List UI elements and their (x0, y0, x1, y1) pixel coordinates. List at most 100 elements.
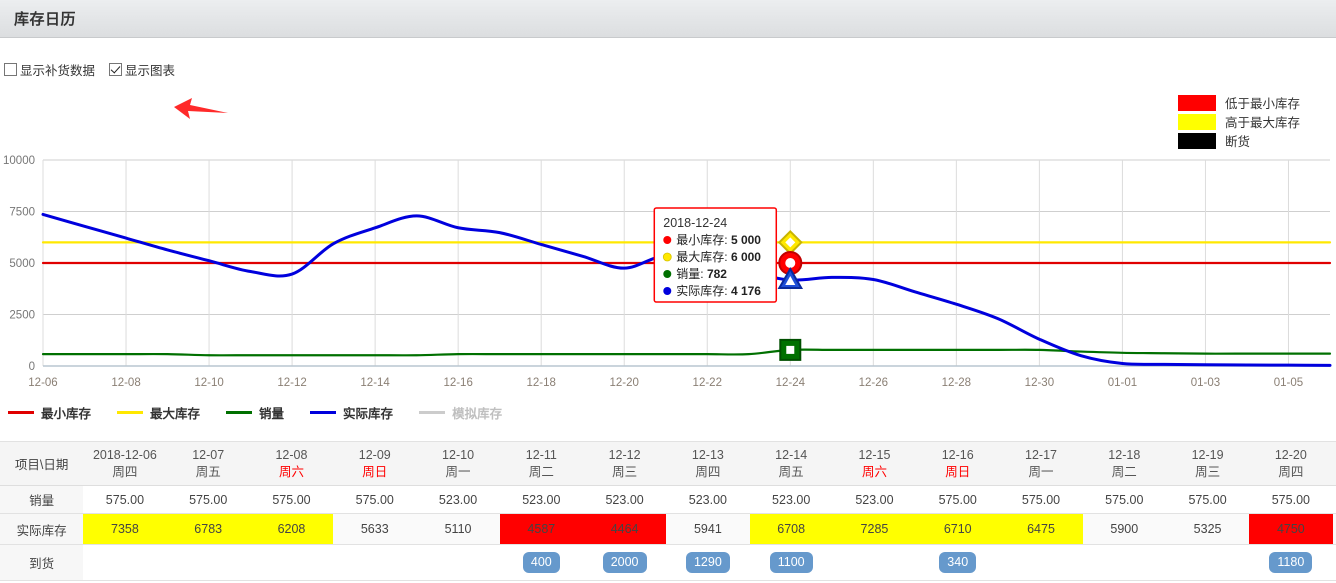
table-column-header[interactable]: 12-12 周三 (582, 441, 667, 486)
arrival-badge[interactable]: 1100 (769, 552, 813, 573)
table-column-header[interactable]: 2018-12-06 周四 (83, 441, 167, 486)
table-cell-arrival[interactable]: 1290 (666, 544, 750, 581)
table-cell-actual-stock[interactable]: 6783 (166, 513, 250, 545)
x-axis-tick-label: 12-18 (526, 377, 555, 389)
table-column-header[interactable]: 12-14 周五 (749, 441, 833, 486)
table-column-header[interactable]: 12-17 周一 (999, 441, 1083, 486)
tooltip-row-最大库存: 最大库存: 6 000 (676, 249, 761, 264)
table-cell-arrival[interactable] (416, 544, 500, 581)
column-header-date: 12-13 (691, 447, 724, 462)
table-column-header[interactable]: 12-13 周四 (666, 441, 750, 486)
table-cell-sales[interactable]: 523.00 (499, 485, 583, 514)
table-cell-sales[interactable]: 575.00 (1165, 485, 1250, 514)
table-cell-arrival[interactable]: 1180 (1249, 544, 1333, 581)
table-cell-actual-stock[interactable]: 5110 (416, 513, 500, 545)
table-cell-sales[interactable]: 523.00 (582, 485, 667, 514)
chart-series-legend: 最小库存 最大库存 销量 实际库存 模拟库存 (8, 403, 502, 422)
table-cell-actual-stock[interactable]: 6708 (749, 513, 833, 545)
table-cell-sales[interactable]: 523.00 (749, 485, 833, 514)
table-cell-actual-stock[interactable]: 4587 (499, 513, 583, 545)
arrival-badge[interactable]: 1180 (1269, 552, 1313, 573)
table-column-header[interactable]: 12-10 周一 (416, 441, 500, 486)
table-cell-arrival[interactable]: 400 (499, 544, 583, 581)
table-cell-arrival[interactable] (999, 544, 1083, 581)
table-column-header[interactable]: 12-18 周二 (1082, 441, 1166, 486)
chart-legend-item-simulated-stock[interactable]: 模拟库存 (419, 403, 502, 422)
checkbox-label-replenishment: 显示补货数据 (20, 64, 96, 78)
table-cell-actual-stock[interactable]: 7358 (83, 513, 167, 545)
table-cell-actual-stock[interactable]: 4464 (582, 513, 667, 545)
table-cell-actual-stock[interactable]: 5633 (333, 513, 417, 545)
checkbox-label-show-chart: 显示图表 (125, 64, 176, 78)
table-column-header[interactable]: 12-07 周五 (166, 441, 250, 486)
table-cell-sales[interactable]: 523.00 (832, 485, 917, 514)
table-cell-sales[interactable]: 575.00 (1249, 485, 1333, 514)
chart-legend-item-min-stock[interactable]: 最小库存 (8, 403, 91, 422)
chart-legend-item-max-stock[interactable]: 最大库存 (117, 403, 200, 422)
table-cell-arrival[interactable] (832, 544, 917, 581)
checkbox-show-chart[interactable]: 显示图表 (109, 60, 175, 79)
table-row-header-sales: 销量 (0, 485, 84, 514)
table-column-header[interactable]: 12-19 周三 (1165, 441, 1250, 486)
arrival-badge[interactable]: 340 (939, 552, 977, 573)
table-column-header[interactable]: 12-16 周日 (916, 441, 1000, 486)
x-axis-tick-label: 12-14 (360, 377, 390, 389)
table-cell-arrival[interactable] (1165, 544, 1250, 581)
checkbox-box-show-chart[interactable] (109, 63, 123, 76)
table-cell-arrival[interactable] (83, 544, 167, 581)
table-cell-arrival[interactable]: 2000 (582, 544, 667, 581)
chart-legend-label-sales: 销量 (259, 407, 285, 421)
x-axis-tick-label: 12-26 (859, 377, 888, 389)
table-column-header[interactable]: 12-15 周六 (832, 441, 917, 486)
table-column-header[interactable]: 12-11 周二 (499, 441, 583, 486)
column-header-weekday: 周四 (695, 464, 721, 479)
checkbox-box-replenishment[interactable] (4, 63, 17, 76)
table-cell-sales[interactable]: 575.00 (166, 485, 250, 514)
table-cell-sales[interactable]: 575.00 (916, 485, 1000, 514)
table-column-header[interactable]: 12-09 周日 (333, 441, 417, 486)
table-cell-actual-stock[interactable]: 4750 (1249, 513, 1333, 545)
table-cell-sales[interactable]: 523.00 (666, 485, 750, 514)
checkbox-show-replenishment-data[interactable]: 显示补货数据 (4, 60, 95, 79)
table-cell-actual-stock[interactable]: 5325 (1165, 513, 1250, 545)
table-cell-actual-stock[interactable]: 6208 (249, 513, 334, 545)
table-cell-actual-stock[interactable]: 6710 (916, 513, 1000, 545)
column-header-date: 12-17 (1025, 447, 1057, 462)
table-column-header[interactable]: 12-21周五 (1332, 441, 1336, 486)
table-row: 销量 575.00 575.00 575.00 575.00 523.00 523.00 52… (0, 485, 1336, 514)
column-header-date: 2018-12-06 (92, 447, 157, 462)
table-column-header[interactable]: 12-20 周四 (1249, 441, 1333, 486)
table-cell-sales[interactable]: 575.00 (999, 485, 1083, 514)
table-cell-sales[interactable]: 523.00 (416, 485, 500, 514)
table-cell-arrival[interactable]: 960 (1332, 544, 1336, 581)
column-header-date: 12-20 (1274, 447, 1307, 462)
table-cell-actual-stock[interactable]: 5941 (666, 513, 750, 545)
table-cell-arrival[interactable] (249, 544, 334, 581)
y-axis-tick-label: 7500 (9, 207, 35, 219)
table-cell-actual-stock[interactable]: 5900 (1082, 513, 1166, 545)
arrival-badge[interactable]: 400 (522, 552, 560, 573)
line-swatch-min-stock-icon (8, 411, 34, 414)
table-cell-arrival[interactable]: 1100 (749, 544, 833, 581)
table-cell-arrival[interactable]: 340 (916, 544, 1000, 581)
table-cell-sales[interactable]: 575.00 (1082, 485, 1166, 514)
chart-legend-item-sales[interactable]: 销量 (226, 403, 284, 422)
table-cell-actual-stock[interactable]: 7285 (832, 513, 917, 545)
table-cell-sales[interactable]: 575.00 (1332, 485, 1336, 514)
chart-canvas[interactable]: 0 2500 5000 7500 10000 12-06 12-08 12-10 12-12 12… (0, 148, 1336, 398)
table-column-header[interactable]: 12-08 周六 (249, 441, 334, 486)
table-cell-sales[interactable]: 575.00 (333, 485, 417, 514)
column-header-weekday: 周六 (278, 464, 304, 479)
inventory-chart[interactable]: 0 2500 5000 7500 10000 12-06 12-08 12-10 12-12 12… (0, 148, 1336, 438)
table-cell-sales[interactable]: 575.00 (83, 485, 167, 514)
table-cell-actual-stock[interactable]: 5355 (1332, 513, 1336, 545)
arrival-badge[interactable]: 2000 (602, 552, 647, 573)
chart-legend-item-actual-stock[interactable]: 实际库存 (310, 403, 393, 422)
table-cell-arrival[interactable] (166, 544, 250, 581)
table-cell-arrival[interactable] (333, 544, 417, 581)
inventory-table-container[interactable]: 项目\日期 2018-12-06 周四 12-07 周五 12-08 周六 12-09 周日 1… (0, 441, 1336, 583)
table-cell-actual-stock[interactable]: 6475 (999, 513, 1083, 545)
arrival-badge[interactable]: 1290 (685, 552, 730, 573)
table-cell-sales[interactable]: 575.00 (249, 485, 334, 514)
table-cell-arrival[interactable] (1082, 544, 1166, 581)
